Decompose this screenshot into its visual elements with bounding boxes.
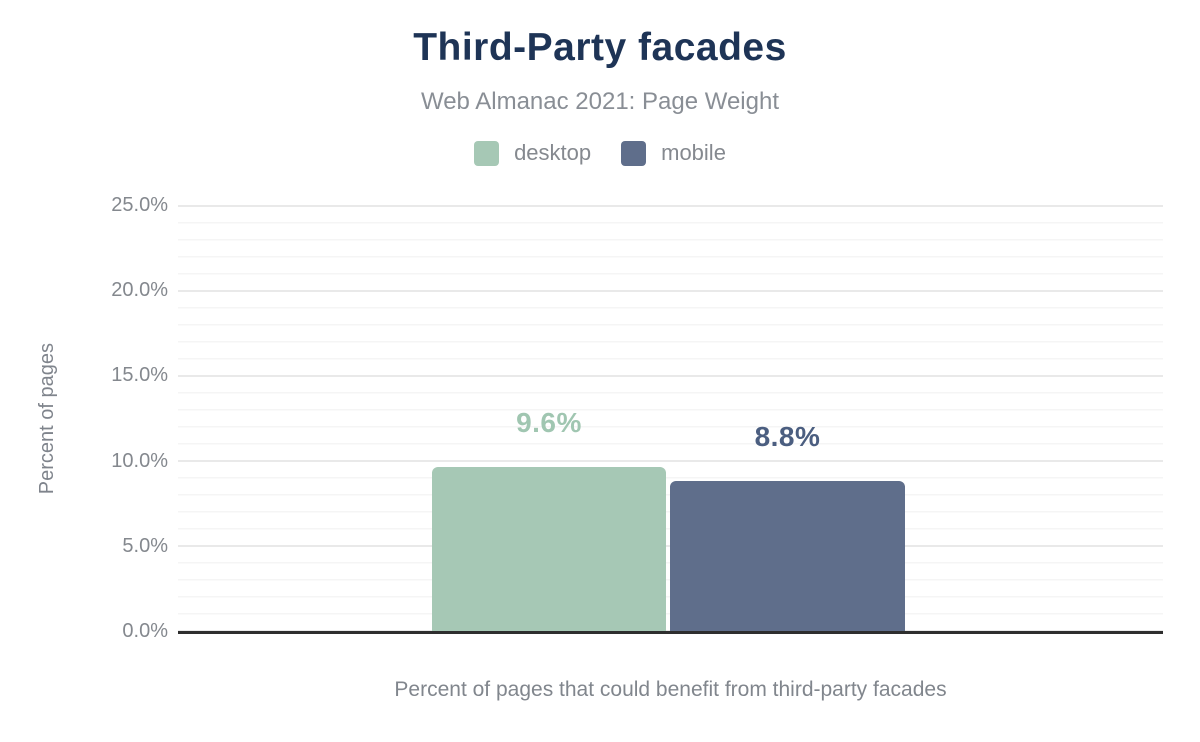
desktop-bar-value: 9.6% (516, 407, 582, 438)
legend: desktop mobile (0, 140, 1200, 166)
chart-subtitle: Web Almanac 2021: Page Weight (420, 88, 779, 115)
mobile-bar-value: 8.8% (754, 421, 821, 452)
legend-item-desktop: desktop (474, 140, 591, 166)
y-tick-label: 10.0% (111, 449, 168, 472)
bar-group-mobile: 8.8% (670, 205, 905, 631)
y-tick-label: 0.0% (122, 620, 168, 642)
y-tick-label: 15.0% (111, 364, 168, 387)
legend-label-mobile: mobile (661, 140, 726, 165)
y-axis-ticks: 25.0% 20.0% 15.0% 10.0% 5.0% 0.0% (0, 194, 168, 642)
legend-label-desktop: desktop (514, 140, 592, 165)
y-tick-label: 5.0% (122, 534, 168, 557)
x-axis-caption: Percent of pages that could benefit from… (394, 678, 947, 701)
mobile-swatch-icon (621, 140, 647, 166)
chart-title: Third-Party facades (413, 26, 787, 69)
y-tick-label: 25.0% (111, 194, 168, 216)
legend-item-mobile: mobile (621, 140, 726, 166)
mobile-bar (670, 481, 905, 631)
y-tick-label: 20.0% (111, 279, 168, 302)
plot-area: 9.6% 8.8% (178, 205, 1163, 634)
desktop-bar (432, 467, 666, 631)
bar-group-desktop: 9.6% (432, 205, 666, 631)
desktop-swatch-icon (474, 140, 500, 166)
